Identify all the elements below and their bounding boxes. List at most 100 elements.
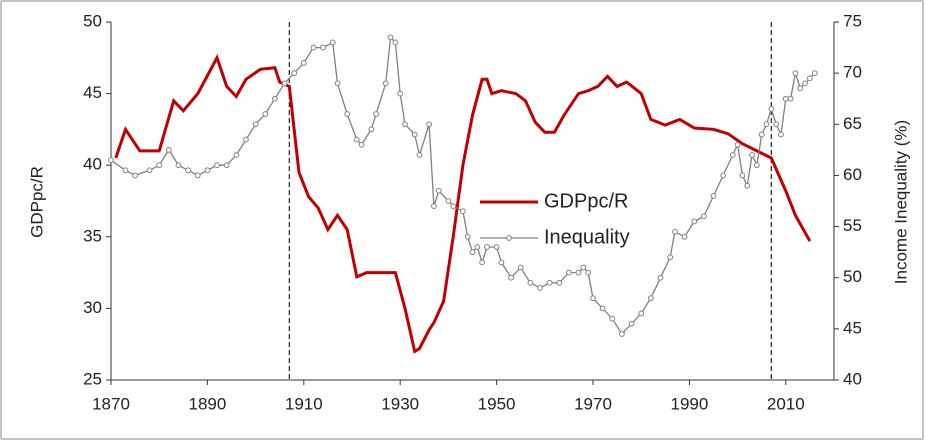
- legend-marker: [506, 235, 512, 241]
- y-tick-label: 30: [83, 298, 102, 317]
- point: [122, 167, 129, 174]
- point: [527, 279, 534, 286]
- series-line: [110, 35, 816, 336]
- point: [300, 60, 307, 66]
- legend-label: GDPpc/R: [544, 190, 628, 212]
- point: [281, 80, 288, 87]
- point: [223, 162, 230, 169]
- point: [392, 39, 399, 46]
- y2-axis-label: Income Inequality (%): [891, 120, 910, 284]
- point: [647, 295, 654, 302]
- point: [402, 121, 408, 128]
- point: [464, 233, 471, 240]
- point: [744, 182, 751, 189]
- point: [459, 208, 466, 215]
- point: [797, 85, 804, 92]
- point: [749, 152, 755, 158]
- point: [214, 162, 220, 169]
- point: [807, 75, 813, 82]
- point: [811, 70, 818, 77]
- point: [132, 172, 139, 179]
- point: [353, 136, 360, 143]
- point: [802, 80, 808, 87]
- point: [416, 152, 423, 158]
- point: [493, 244, 500, 250]
- point: [450, 203, 457, 210]
- y-tick-label: 40: [83, 155, 102, 174]
- point: [252, 121, 259, 128]
- point: [484, 244, 490, 250]
- x-tick-label: 1890: [188, 394, 226, 413]
- x-tick-label: 1990: [670, 394, 708, 413]
- point: [445, 198, 452, 204]
- y2-tick-label: 70: [843, 63, 862, 82]
- point: [387, 34, 394, 41]
- point: [739, 172, 746, 179]
- point: [782, 95, 789, 102]
- point: [508, 274, 514, 281]
- point: [271, 95, 278, 102]
- point: [672, 228, 678, 235]
- point: [426, 121, 433, 128]
- point: [638, 310, 645, 317]
- series-line: [114, 54, 812, 354]
- y2-tick-label: 50: [843, 267, 862, 286]
- point: [657, 274, 664, 281]
- y-tick-label: 50: [83, 11, 102, 30]
- point: [165, 146, 172, 153]
- point: [382, 80, 389, 87]
- point: [753, 162, 760, 169]
- point: [729, 152, 736, 158]
- x-tick-label: 1950: [478, 394, 516, 413]
- legend-label: Inequality: [544, 226, 630, 248]
- y-tick-label: 35: [83, 226, 102, 245]
- point: [585, 269, 592, 276]
- point: [778, 131, 784, 138]
- x-tick-label: 1870: [92, 394, 130, 413]
- y-tick-label: 45: [83, 83, 102, 102]
- point: [763, 121, 770, 128]
- y2-tick-label: 40: [843, 369, 862, 388]
- point: [373, 111, 380, 117]
- point: [243, 136, 249, 143]
- point: [146, 167, 153, 174]
- point: [175, 162, 182, 169]
- point: [575, 269, 582, 276]
- point: [599, 305, 606, 312]
- point: [344, 111, 351, 117]
- y2-tick-label: 65: [843, 114, 862, 133]
- point: [537, 285, 543, 291]
- point: [768, 106, 775, 112]
- point: [262, 111, 269, 117]
- x-tick-label: 1970: [574, 394, 612, 413]
- point: [156, 162, 163, 169]
- point: [431, 203, 437, 210]
- point: [667, 254, 674, 261]
- point: [310, 44, 317, 51]
- point: [681, 233, 688, 240]
- point: [580, 264, 587, 271]
- point: [517, 264, 524, 271]
- point: [479, 259, 486, 266]
- point: [435, 187, 442, 194]
- y2-tick-label: 45: [843, 318, 862, 337]
- point: [556, 279, 563, 286]
- point: [334, 80, 341, 87]
- point: [710, 192, 717, 199]
- point: [792, 70, 799, 77]
- y-tick-label: 25: [83, 369, 102, 388]
- point: [108, 157, 114, 163]
- point: [734, 141, 741, 148]
- point: [194, 172, 201, 179]
- point: [204, 167, 211, 174]
- x-tick-label: 2010: [767, 394, 805, 413]
- point: [329, 39, 336, 46]
- point: [474, 244, 481, 250]
- y2-tick-label: 60: [843, 165, 862, 184]
- point: [720, 172, 727, 179]
- point: [590, 295, 596, 302]
- point: [368, 126, 375, 133]
- point: [411, 131, 418, 138]
